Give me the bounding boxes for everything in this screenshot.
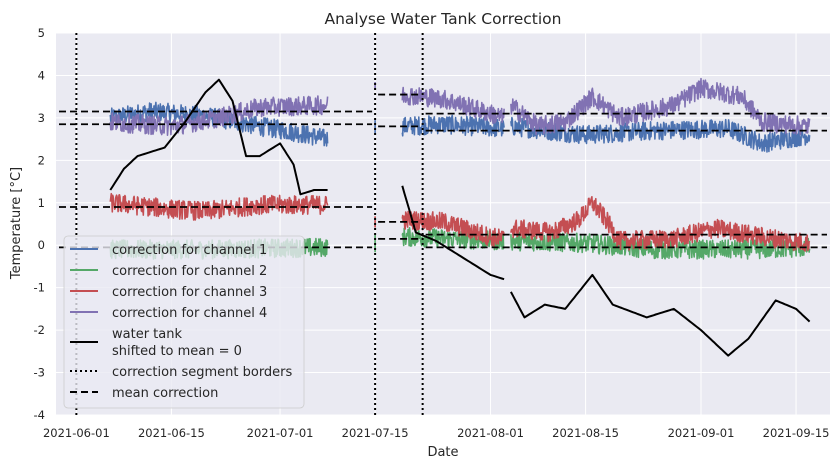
y-tick-label: 2 [38, 153, 45, 167]
y-tick-label: 0 [38, 238, 45, 252]
legend-label: correction for channel 1 [112, 243, 267, 258]
y-tick-label: -2 [34, 323, 45, 337]
legend-label: mean correction [112, 386, 218, 401]
legend: correction for channel 1 correction for c… [63, 235, 305, 409]
y-axis-label: Temperature [°C] [9, 167, 24, 280]
legend-label: water tank [112, 327, 182, 342]
x-tick-label: 2021-08-15 [552, 426, 619, 440]
y-tick-label: -4 [34, 408, 45, 422]
y-tick-label: 5 [38, 26, 45, 40]
y-tick-label: 4 [38, 68, 45, 82]
x-tick-label: 2021-09-01 [668, 426, 735, 440]
x-tick-labels: 2021-06-01 2021-06-15 2021-07-01 2021-07-15… [43, 426, 830, 440]
x-axis-label: Date [427, 445, 458, 460]
legend-label: correction for channel 2 [112, 264, 267, 279]
y-tick-label: 3 [38, 111, 45, 125]
x-tick-label: 2021-06-15 [138, 426, 205, 440]
x-tick-label: 2021-06-01 [43, 426, 110, 440]
y-tick-label: -3 [34, 366, 45, 380]
x-tick-label: 2021-07-01 [247, 426, 314, 440]
legend-label: correction for channel 3 [112, 285, 267, 300]
legend-box [63, 235, 305, 409]
legend-label: shifted to mean = 0 [112, 344, 242, 359]
legend-label: correction segment borders [112, 365, 293, 380]
x-tick-label: 2021-07-15 [342, 426, 409, 440]
legend-label: correction for channel 4 [112, 306, 267, 321]
y-tick-labels: -4 -3 -2 -1 0 1 2 3 4 5 [34, 26, 45, 422]
y-tick-label: -1 [34, 281, 45, 295]
chart-title: Analyse Water Tank Correction [324, 10, 561, 28]
y-tick-label: 1 [38, 196, 45, 210]
x-tick-label: 2021-08-01 [457, 426, 524, 440]
segment-borders [75, 33, 424, 415]
x-tick-label: 2021-09-15 [763, 426, 830, 440]
